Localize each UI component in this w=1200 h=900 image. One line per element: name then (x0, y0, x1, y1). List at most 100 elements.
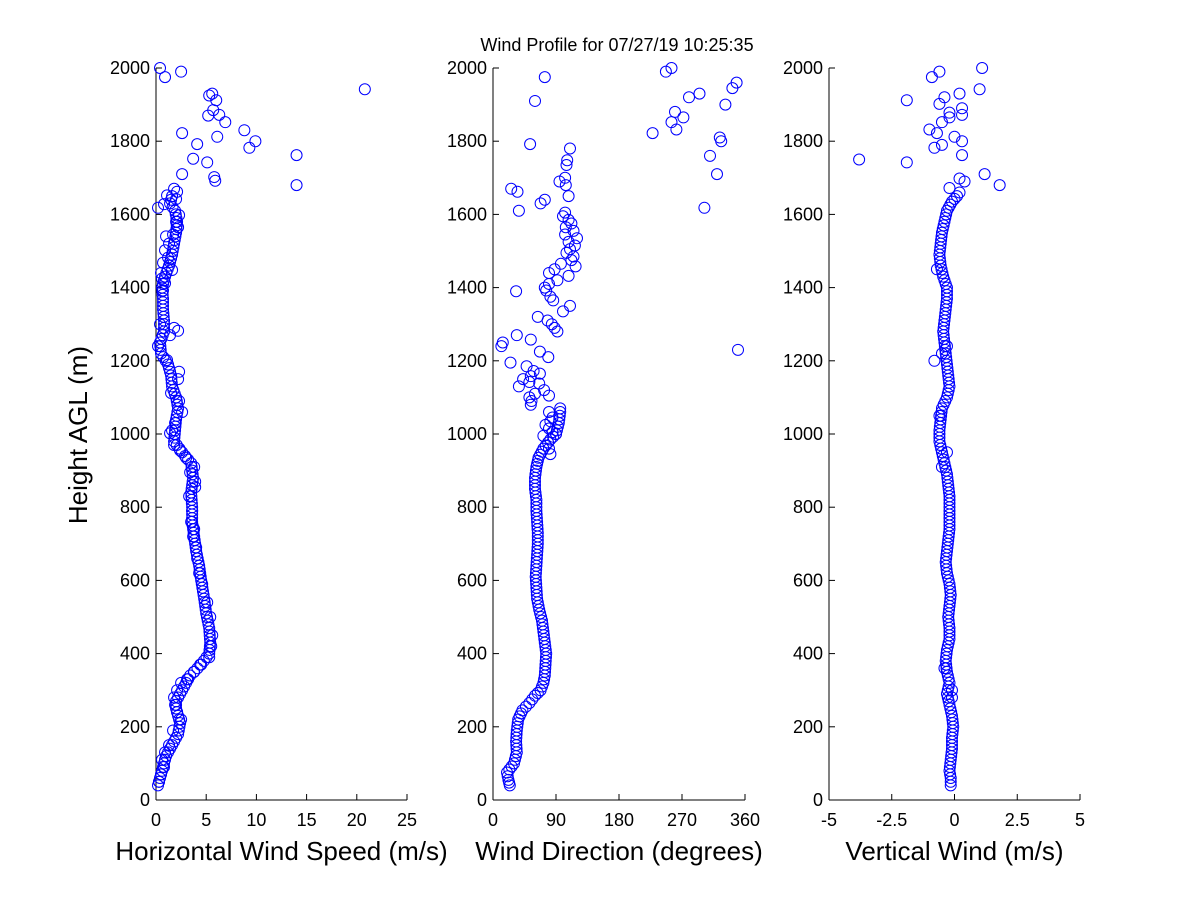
data-point (512, 204, 525, 217)
data-point (933, 409, 946, 422)
x-tick-label: -5 (821, 810, 837, 830)
data-point (943, 182, 956, 195)
data-point (547, 294, 560, 307)
figure-title: Wind Profile for 07/27/19 10:25:35 (480, 35, 753, 55)
data-point (510, 285, 523, 298)
data-point (562, 269, 575, 282)
data-point (164, 427, 177, 440)
data-point (166, 424, 179, 437)
data-point (166, 264, 179, 277)
data-point (209, 174, 222, 187)
data-point (732, 343, 744, 356)
data-point (504, 356, 517, 369)
data-point (171, 706, 184, 719)
data-point (544, 290, 557, 303)
data-point (170, 193, 183, 206)
y-tick-label: 1200 (110, 351, 150, 371)
data-point (516, 704, 529, 717)
data-point (170, 212, 183, 225)
data-point (211, 130, 224, 143)
data-point (511, 185, 524, 198)
data-point (533, 367, 546, 380)
data-point (184, 669, 197, 682)
data-point (928, 354, 941, 367)
data-point (173, 395, 186, 408)
data-point (551, 274, 564, 287)
data-point (564, 142, 576, 155)
data-point (152, 201, 165, 214)
y-tick-label: 400 (457, 644, 487, 664)
data-point (168, 321, 181, 334)
y-tick-label: 2000 (783, 58, 823, 78)
data-point (945, 691, 958, 704)
y-tick-label: 1600 (447, 204, 487, 224)
data-point (219, 116, 232, 129)
data-point (670, 123, 683, 136)
y-tick-label: 2000 (110, 58, 150, 78)
data-point (176, 168, 189, 181)
data-point (853, 153, 866, 166)
data-point (159, 277, 172, 290)
data-point (495, 340, 508, 353)
data-point (646, 127, 659, 140)
data-point (524, 138, 537, 151)
data-point (693, 87, 706, 100)
data-point (711, 168, 723, 181)
data-point (958, 175, 971, 188)
data-point (512, 380, 525, 393)
data-point (523, 376, 536, 389)
data-point (940, 204, 953, 217)
data-point (188, 665, 201, 678)
data-point (194, 658, 207, 671)
data-point (719, 98, 732, 111)
data-point (168, 691, 181, 704)
data-point (560, 158, 573, 171)
data-point (517, 373, 530, 386)
data-point (505, 760, 518, 773)
data-point (176, 127, 189, 140)
data-point (290, 179, 303, 192)
y-tick-label: 800 (457, 497, 487, 517)
data-point (176, 406, 189, 419)
data-point (196, 578, 209, 591)
data-point (559, 221, 572, 234)
y-tick-label: 400 (793, 644, 823, 664)
data-point (562, 213, 575, 226)
data-point (152, 340, 165, 353)
data-point (181, 673, 194, 686)
data-point (169, 698, 182, 711)
data-point (525, 395, 538, 408)
data-point (161, 354, 174, 367)
data-point (537, 429, 550, 442)
data-point (543, 277, 555, 290)
data-point (206, 87, 219, 100)
data-point (956, 135, 969, 148)
data-point (704, 149, 716, 162)
y-tick-label: 1000 (447, 424, 487, 444)
data-point (502, 773, 515, 786)
y-tick-label: 1600 (783, 204, 823, 224)
y-tick-label: 1400 (110, 278, 150, 298)
data-point (542, 351, 555, 364)
data-point (571, 232, 583, 245)
data-point (155, 768, 168, 781)
data-point (550, 428, 562, 440)
x-axis-label: Vertical Wind (m/s) (845, 836, 1063, 866)
data-point (201, 596, 214, 609)
data-point (529, 94, 541, 107)
x-tick-label: 270 (667, 810, 697, 830)
data-point (243, 141, 256, 154)
data-point (173, 209, 186, 222)
data-point (203, 651, 216, 664)
data-point (519, 700, 532, 713)
x-tick-label: 90 (546, 810, 566, 830)
x-tick-label: 2.5 (1005, 810, 1030, 830)
data-point (204, 611, 217, 623)
data-point (956, 149, 969, 162)
data-point (505, 182, 518, 195)
data-point (948, 130, 961, 143)
data-point (544, 448, 557, 461)
data-point (154, 62, 167, 74)
data-point (726, 82, 739, 95)
